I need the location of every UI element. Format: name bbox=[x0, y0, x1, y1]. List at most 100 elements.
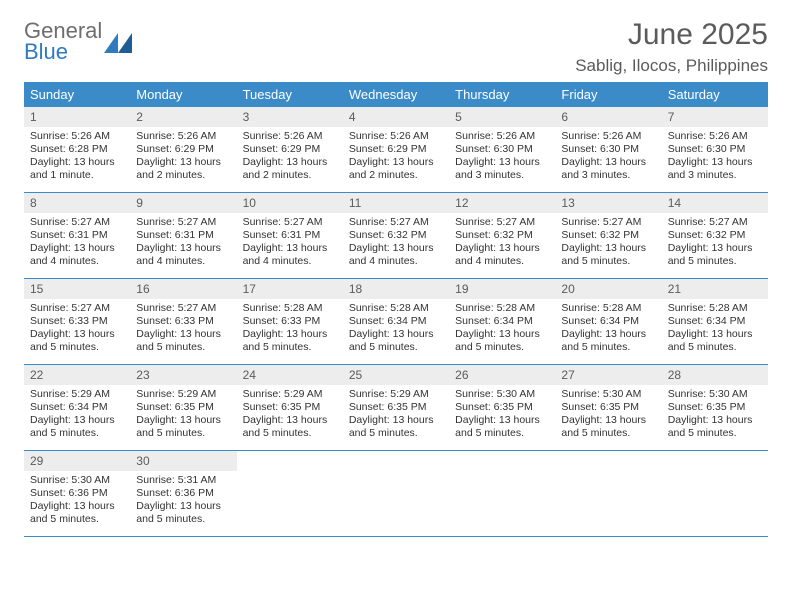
day-body: Sunrise: 5:30 AMSunset: 6:35 PMDaylight:… bbox=[555, 385, 661, 447]
calendar-day: 1Sunrise: 5:26 AMSunset: 6:28 PMDaylight… bbox=[24, 107, 130, 192]
day-number: 4 bbox=[343, 107, 449, 127]
sunrise-line: Sunrise: 5:28 AM bbox=[349, 302, 443, 315]
sunset-line: Sunset: 6:34 PM bbox=[561, 315, 655, 328]
sunrise-line: Sunrise: 5:27 AM bbox=[668, 216, 762, 229]
daylight-line: Daylight: 13 hours and 5 minutes. bbox=[243, 414, 337, 440]
day-body: Sunrise: 5:27 AMSunset: 6:33 PMDaylight:… bbox=[24, 299, 130, 361]
day-number: 11 bbox=[343, 193, 449, 213]
calendar-day: 6Sunrise: 5:26 AMSunset: 6:30 PMDaylight… bbox=[555, 107, 661, 192]
daylight-line: Daylight: 13 hours and 5 minutes. bbox=[561, 414, 655, 440]
day-body: Sunrise: 5:27 AMSunset: 6:32 PMDaylight:… bbox=[449, 213, 555, 275]
logo-text-blue: Blue bbox=[24, 41, 102, 63]
daylight-line: Daylight: 13 hours and 5 minutes. bbox=[30, 500, 124, 526]
sunset-line: Sunset: 6:30 PM bbox=[668, 143, 762, 156]
daylight-line: Daylight: 13 hours and 4 minutes. bbox=[349, 242, 443, 268]
calendar-day: 18Sunrise: 5:28 AMSunset: 6:34 PMDayligh… bbox=[343, 279, 449, 364]
sunset-line: Sunset: 6:36 PM bbox=[136, 487, 230, 500]
page-subtitle: Sablig, Ilocos, Philippines bbox=[575, 56, 768, 76]
sunrise-line: Sunrise: 5:27 AM bbox=[136, 216, 230, 229]
day-number: 15 bbox=[24, 279, 130, 299]
sunset-line: Sunset: 6:35 PM bbox=[243, 401, 337, 414]
day-number: 25 bbox=[343, 365, 449, 385]
calendar: Sunday Monday Tuesday Wednesday Thursday… bbox=[24, 82, 768, 537]
title-block: June 2025 Sablig, Ilocos, Philippines bbox=[575, 18, 768, 76]
day-body: Sunrise: 5:27 AMSunset: 6:31 PMDaylight:… bbox=[130, 213, 236, 275]
sunrise-line: Sunrise: 5:30 AM bbox=[561, 388, 655, 401]
sunset-line: Sunset: 6:32 PM bbox=[668, 229, 762, 242]
sunrise-line: Sunrise: 5:27 AM bbox=[561, 216, 655, 229]
calendar-day: 15Sunrise: 5:27 AMSunset: 6:33 PMDayligh… bbox=[24, 279, 130, 364]
calendar-week: 15Sunrise: 5:27 AMSunset: 6:33 PMDayligh… bbox=[24, 279, 768, 365]
sunset-line: Sunset: 6:35 PM bbox=[349, 401, 443, 414]
daylight-line: Daylight: 13 hours and 5 minutes. bbox=[668, 328, 762, 354]
sunset-line: Sunset: 6:29 PM bbox=[136, 143, 230, 156]
sunrise-line: Sunrise: 5:29 AM bbox=[30, 388, 124, 401]
daylight-line: Daylight: 13 hours and 2 minutes. bbox=[136, 156, 230, 182]
sunrise-line: Sunrise: 5:27 AM bbox=[455, 216, 549, 229]
daylight-line: Daylight: 13 hours and 5 minutes. bbox=[349, 328, 443, 354]
sunrise-line: Sunrise: 5:27 AM bbox=[30, 216, 124, 229]
day-number: 7 bbox=[662, 107, 768, 127]
day-body: Sunrise: 5:28 AMSunset: 6:33 PMDaylight:… bbox=[237, 299, 343, 361]
calendar-day: 8Sunrise: 5:27 AMSunset: 6:31 PMDaylight… bbox=[24, 193, 130, 278]
daylight-line: Daylight: 13 hours and 5 minutes. bbox=[349, 414, 443, 440]
calendar-week: 1Sunrise: 5:26 AMSunset: 6:28 PMDaylight… bbox=[24, 107, 768, 193]
day-body: Sunrise: 5:27 AMSunset: 6:31 PMDaylight:… bbox=[24, 213, 130, 275]
calendar-day bbox=[343, 451, 449, 536]
sunset-line: Sunset: 6:29 PM bbox=[349, 143, 443, 156]
day-body: Sunrise: 5:31 AMSunset: 6:36 PMDaylight:… bbox=[130, 471, 236, 533]
sunrise-line: Sunrise: 5:30 AM bbox=[668, 388, 762, 401]
sunset-line: Sunset: 6:34 PM bbox=[668, 315, 762, 328]
sunrise-line: Sunrise: 5:28 AM bbox=[668, 302, 762, 315]
sunrise-line: Sunrise: 5:26 AM bbox=[561, 130, 655, 143]
sunrise-line: Sunrise: 5:29 AM bbox=[243, 388, 337, 401]
daylight-line: Daylight: 13 hours and 2 minutes. bbox=[243, 156, 337, 182]
page-title: June 2025 bbox=[575, 18, 768, 52]
sunset-line: Sunset: 6:31 PM bbox=[243, 229, 337, 242]
day-number: 2 bbox=[130, 107, 236, 127]
sunset-line: Sunset: 6:35 PM bbox=[455, 401, 549, 414]
day-number: 5 bbox=[449, 107, 555, 127]
day-body: Sunrise: 5:26 AMSunset: 6:29 PMDaylight:… bbox=[237, 127, 343, 189]
calendar-week: 8Sunrise: 5:27 AMSunset: 6:31 PMDaylight… bbox=[24, 193, 768, 279]
day-body: Sunrise: 5:28 AMSunset: 6:34 PMDaylight:… bbox=[449, 299, 555, 361]
daylight-line: Daylight: 13 hours and 5 minutes. bbox=[668, 242, 762, 268]
day-number: 21 bbox=[662, 279, 768, 299]
sunrise-line: Sunrise: 5:27 AM bbox=[30, 302, 124, 315]
calendar-week: 22Sunrise: 5:29 AMSunset: 6:34 PMDayligh… bbox=[24, 365, 768, 451]
dow-tuesday: Tuesday bbox=[237, 82, 343, 107]
daylight-line: Daylight: 13 hours and 5 minutes. bbox=[136, 500, 230, 526]
day-number: 6 bbox=[555, 107, 661, 127]
daylight-line: Daylight: 13 hours and 5 minutes. bbox=[30, 414, 124, 440]
sunrise-line: Sunrise: 5:26 AM bbox=[455, 130, 549, 143]
calendar-day: 17Sunrise: 5:28 AMSunset: 6:33 PMDayligh… bbox=[237, 279, 343, 364]
day-number: 18 bbox=[343, 279, 449, 299]
sunrise-line: Sunrise: 5:28 AM bbox=[243, 302, 337, 315]
daylight-line: Daylight: 13 hours and 4 minutes. bbox=[243, 242, 337, 268]
day-body: Sunrise: 5:28 AMSunset: 6:34 PMDaylight:… bbox=[662, 299, 768, 361]
sunset-line: Sunset: 6:35 PM bbox=[136, 401, 230, 414]
daylight-line: Daylight: 13 hours and 1 minute. bbox=[30, 156, 124, 182]
calendar-day: 20Sunrise: 5:28 AMSunset: 6:34 PMDayligh… bbox=[555, 279, 661, 364]
day-body: Sunrise: 5:30 AMSunset: 6:35 PMDaylight:… bbox=[662, 385, 768, 447]
calendar-day: 24Sunrise: 5:29 AMSunset: 6:35 PMDayligh… bbox=[237, 365, 343, 450]
calendar-day: 29Sunrise: 5:30 AMSunset: 6:36 PMDayligh… bbox=[24, 451, 130, 536]
day-body: Sunrise: 5:26 AMSunset: 6:30 PMDaylight:… bbox=[449, 127, 555, 189]
calendar-day: 3Sunrise: 5:26 AMSunset: 6:29 PMDaylight… bbox=[237, 107, 343, 192]
day-number: 22 bbox=[24, 365, 130, 385]
sunset-line: Sunset: 6:30 PM bbox=[561, 143, 655, 156]
day-number: 12 bbox=[449, 193, 555, 213]
calendar-day bbox=[449, 451, 555, 536]
day-number: 1 bbox=[24, 107, 130, 127]
calendar-day: 19Sunrise: 5:28 AMSunset: 6:34 PMDayligh… bbox=[449, 279, 555, 364]
sunrise-line: Sunrise: 5:30 AM bbox=[30, 474, 124, 487]
day-number: 3 bbox=[237, 107, 343, 127]
daylight-line: Daylight: 13 hours and 4 minutes. bbox=[136, 242, 230, 268]
sunset-line: Sunset: 6:33 PM bbox=[243, 315, 337, 328]
sunrise-line: Sunrise: 5:31 AM bbox=[136, 474, 230, 487]
sunrise-line: Sunrise: 5:29 AM bbox=[136, 388, 230, 401]
daylight-line: Daylight: 13 hours and 2 minutes. bbox=[349, 156, 443, 182]
calendar-day: 9Sunrise: 5:27 AMSunset: 6:31 PMDaylight… bbox=[130, 193, 236, 278]
sunset-line: Sunset: 6:35 PM bbox=[561, 401, 655, 414]
daylight-line: Daylight: 13 hours and 5 minutes. bbox=[668, 414, 762, 440]
